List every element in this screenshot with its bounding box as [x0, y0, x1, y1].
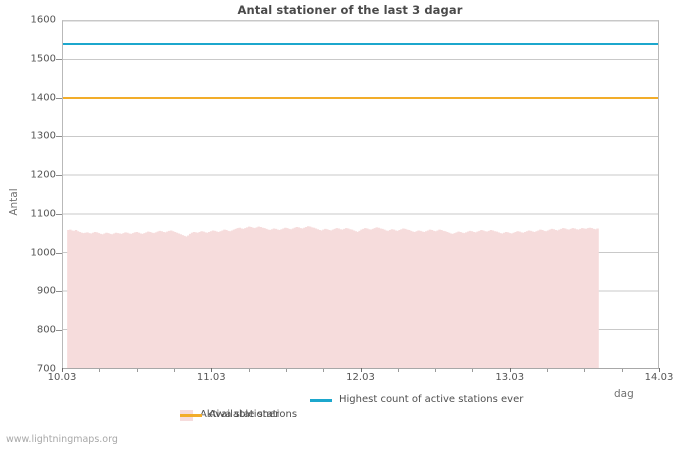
area-series-aktiva-stationer: [67, 226, 599, 368]
x-axis-tick-label: 13.03: [495, 372, 525, 383]
x-axis-tick-label: 14.03: [644, 372, 674, 383]
legend-item[interactable]: Available stations: [180, 409, 297, 421]
x-axis-tick: [211, 368, 213, 372]
x-axis-minor-tick: [472, 369, 474, 372]
legend-label: Aktiva stationer: [200, 409, 280, 420]
x-axis-minor-tick: [621, 369, 623, 372]
x-axis-tick-label: 12.03: [346, 372, 375, 383]
x-axis-minor-tick: [136, 369, 138, 372]
y-axis-tick: [56, 175, 62, 177]
plot-svg: [63, 21, 658, 368]
chart-legend: Highest count of active stations ever Ak…: [180, 394, 680, 428]
y-axis-tick: [56, 58, 62, 60]
y-axis-tick-label: 1400: [30, 92, 56, 104]
x-axis-tick-label: 10.03: [47, 372, 77, 383]
y-axis-tick: [56, 252, 62, 254]
watermark-label: www.lightningmaps.org: [6, 434, 118, 445]
x-axis-tick-label: 11.03: [196, 372, 226, 383]
y-axis-tick: [56, 97, 62, 99]
plot-area: [62, 20, 659, 369]
legend-row: Aktiva stationer Available stations: [180, 409, 680, 424]
y-axis-labels: 700 800 900 1000 1100 1200 1300 1400 1500 1600: [0, 15, 62, 375]
x-axis-minor-tick: [248, 369, 250, 372]
x-axis-minor-tick: [397, 369, 399, 372]
x-axis-minor-tick: [99, 369, 101, 372]
x-axis-minor-tick: [584, 369, 586, 372]
x-axis-tick: [659, 368, 660, 372]
x-axis-tick: [360, 368, 362, 372]
x-axis-title: dag: [614, 388, 634, 400]
y-axis-tick: [56, 136, 62, 138]
y-axis-tick-label: 1100: [30, 208, 56, 220]
y-axis-tick: [56, 213, 62, 215]
y-axis-tick-label: 700: [36, 363, 56, 375]
legend-label: Highest count of active stations ever: [339, 394, 524, 405]
legend-label: Available stations: [209, 409, 298, 420]
y-axis-tick-label: 1200: [30, 169, 56, 181]
y-axis-tick: [56, 291, 62, 293]
chart-title: Antal stationer of the last 3 dagar: [237, 3, 463, 17]
x-axis-minor-tick: [173, 369, 175, 372]
x-axis-minor-tick: [547, 369, 549, 372]
y-axis-tick-label: 900: [36, 285, 56, 297]
y-axis-tick-label: 1300: [30, 130, 56, 142]
legend-swatch-line: [180, 413, 202, 417]
y-axis-tick-label: 1500: [30, 53, 56, 65]
x-axis-minor-tick: [285, 369, 287, 372]
x-axis-labels: 10.03 11.03 12.03 13.03 14.03: [48, 368, 673, 388]
x-axis-tick: [509, 368, 511, 372]
y-axis-tick-label: 1600: [30, 14, 56, 26]
legend-item[interactable]: Highest count of active stations ever: [310, 394, 523, 406]
x-axis-minor-tick: [323, 369, 325, 372]
y-axis-tick: [56, 330, 62, 332]
y-axis-tick-label: 800: [36, 324, 56, 336]
x-axis-minor-tick: [435, 369, 437, 372]
x-axis-tick: [62, 368, 63, 372]
legend-swatch-line: [310, 398, 332, 402]
y-axis-tick-label: 1000: [30, 247, 56, 259]
legend-row: Highest count of active stations ever: [180, 394, 680, 409]
